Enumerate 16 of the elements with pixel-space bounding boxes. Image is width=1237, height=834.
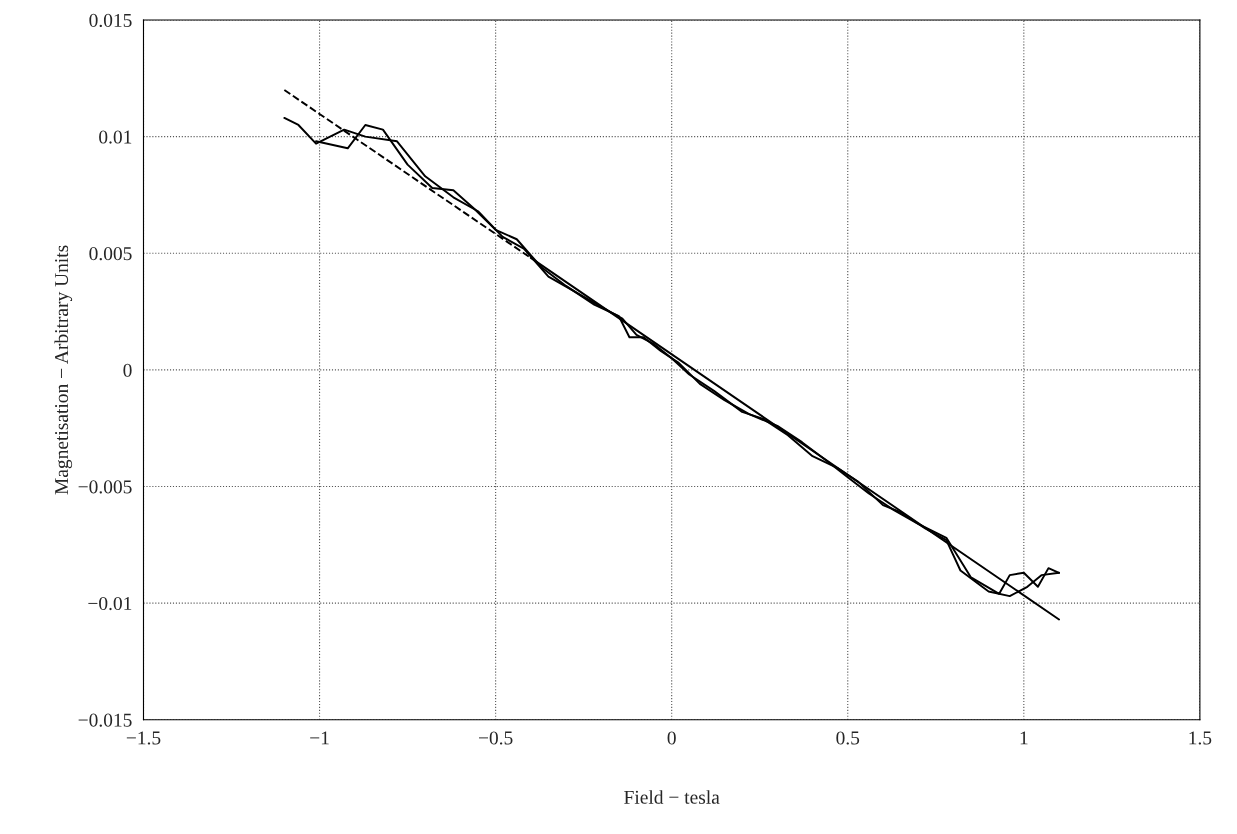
x-tick-label: 1 bbox=[1020, 731, 1028, 745]
y-tick-label: 0 bbox=[123, 363, 132, 377]
y-tick-label: −0.01 bbox=[88, 596, 132, 611]
y-tick-label: −0.005 bbox=[78, 480, 132, 494]
x-tick-label: 0.5 bbox=[836, 731, 860, 745]
x-axis-title: Field − tesla bbox=[624, 790, 720, 804]
x-tick-label: −1 bbox=[310, 731, 329, 745]
y-tick-label: −0.015 bbox=[78, 713, 132, 727]
x-tick-label: 1.5 bbox=[1189, 731, 1212, 745]
x-tick-label: −0.5 bbox=[478, 731, 513, 745]
y-tick-label: 0.005 bbox=[89, 247, 132, 261]
y-tick-label: 0.015 bbox=[89, 13, 132, 28]
x-tick-label: 0 bbox=[667, 731, 676, 745]
x-tick-label: −1.5 bbox=[126, 731, 161, 745]
y-axis-title: Magnetisation − Arbitrary Units bbox=[54, 245, 73, 495]
y-tick-label: 0.01 bbox=[99, 130, 132, 144]
